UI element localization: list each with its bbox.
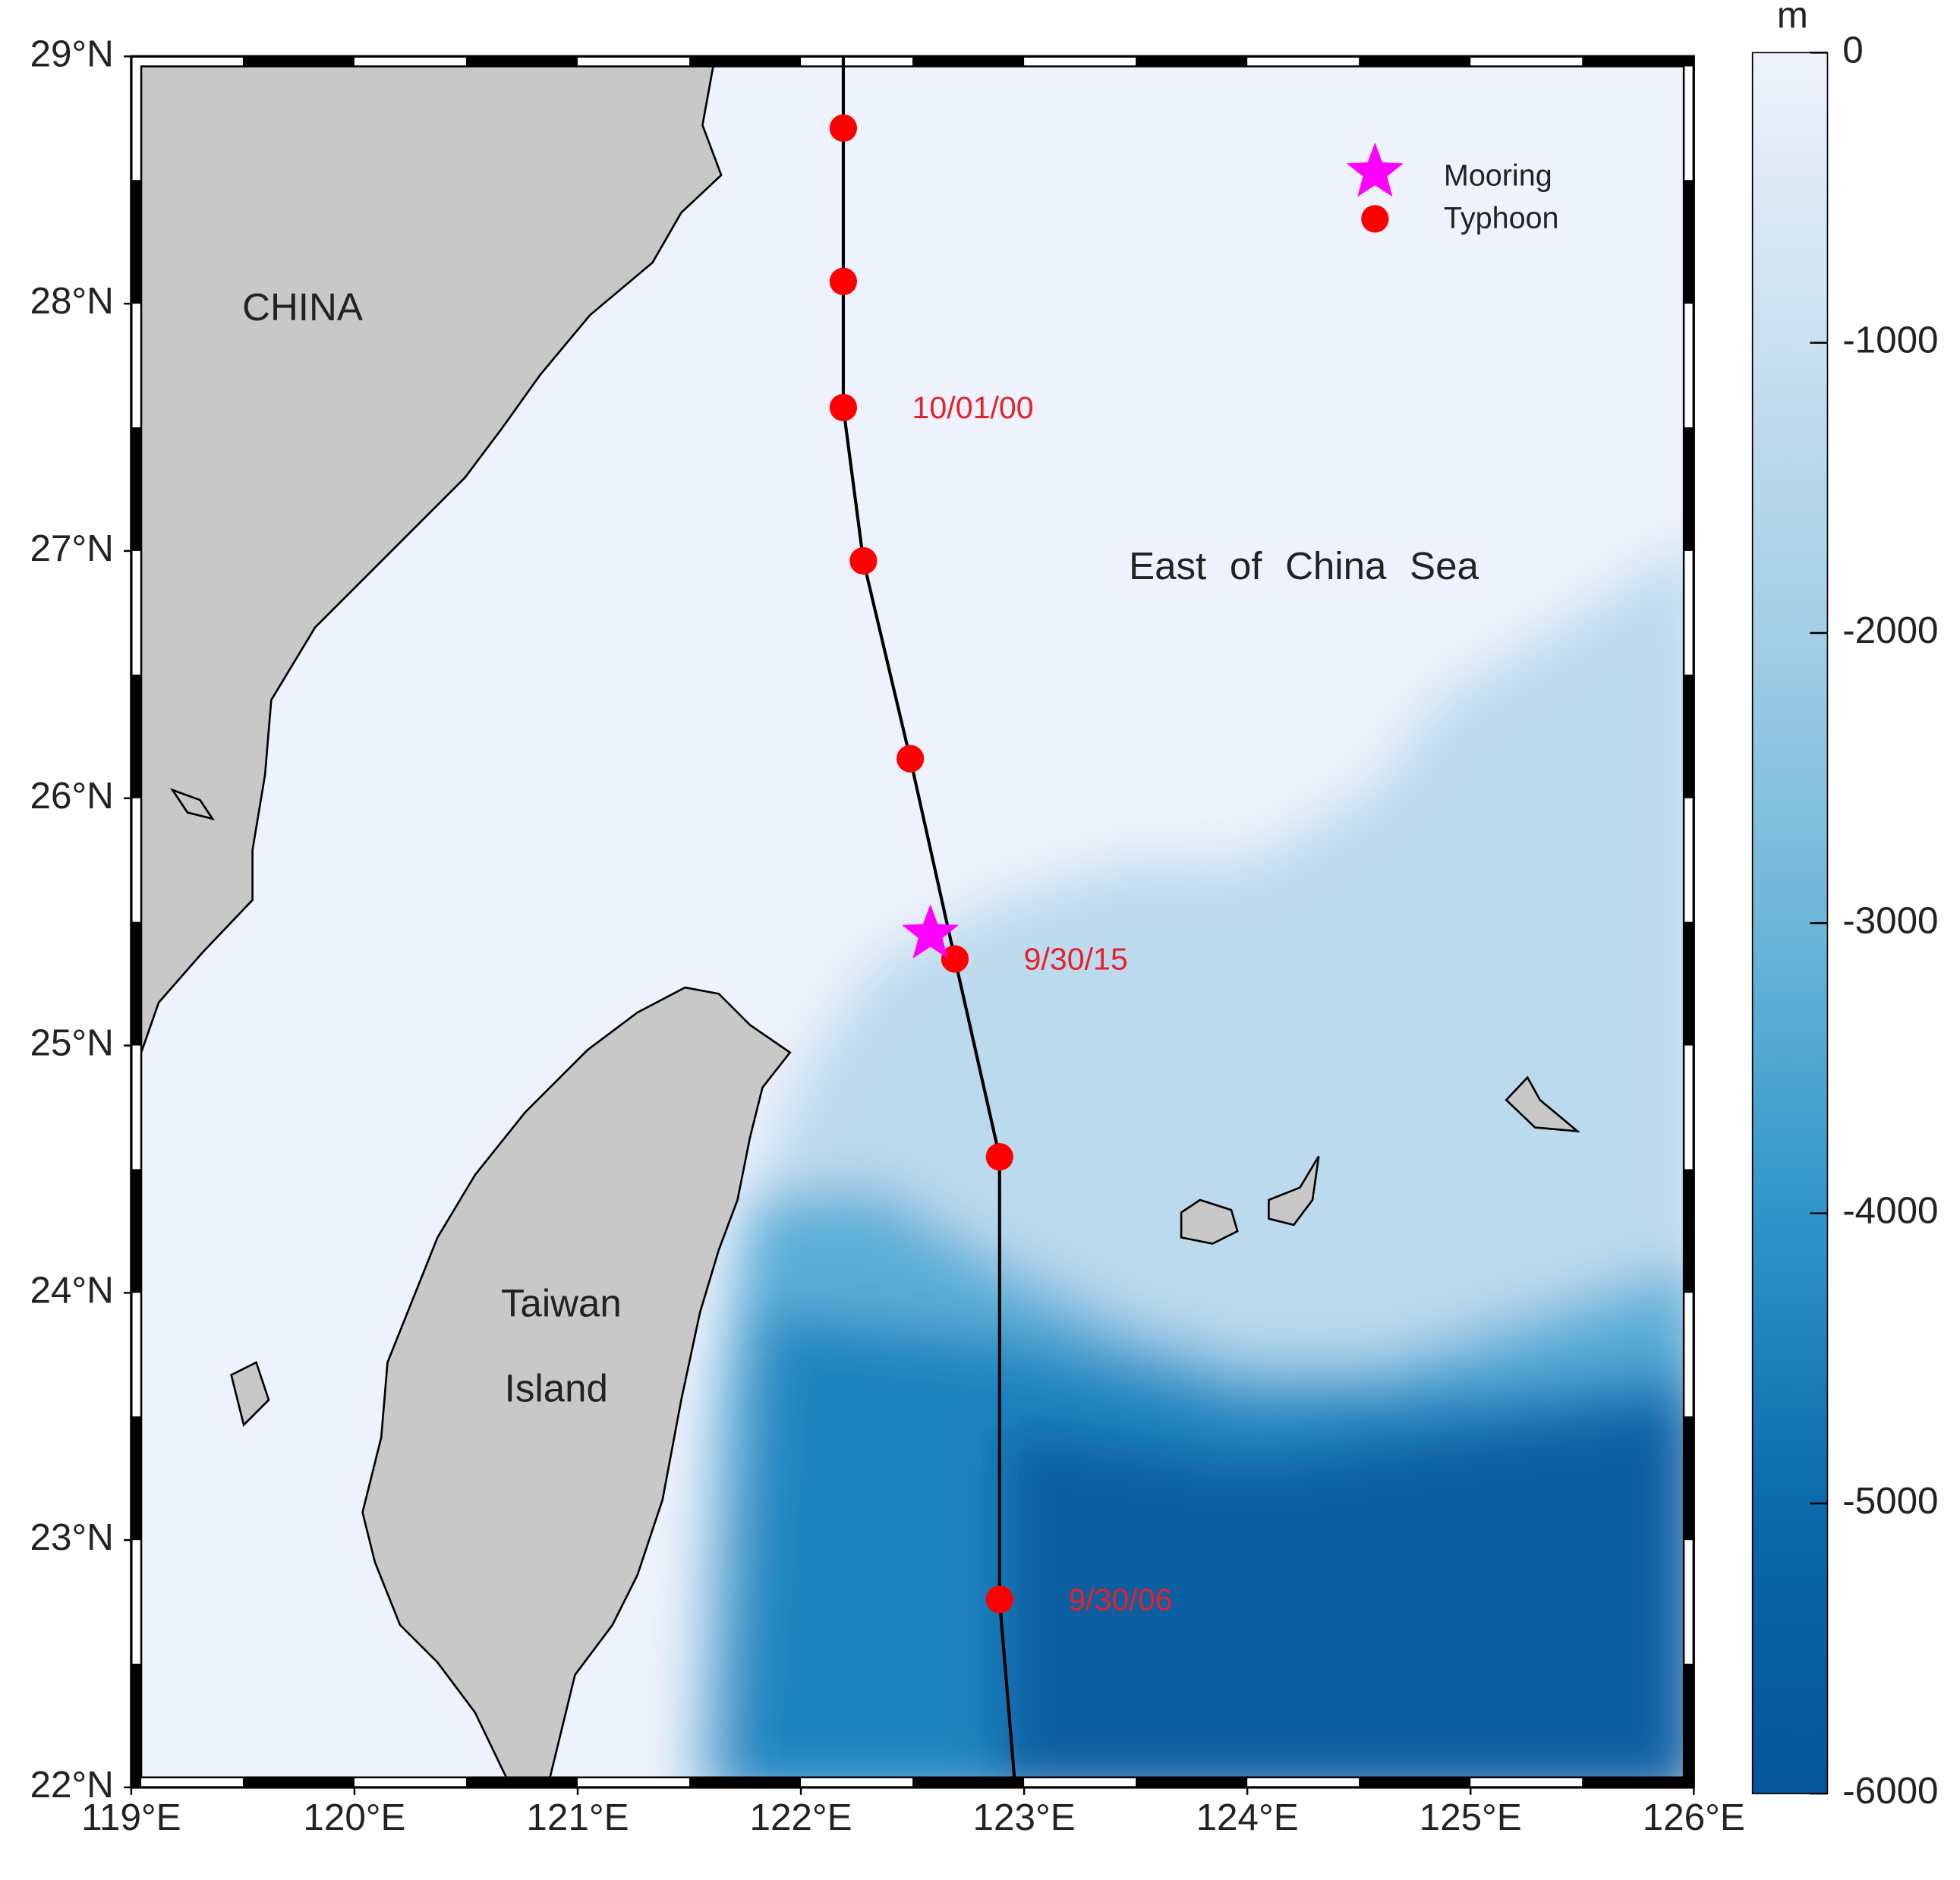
frame-segment xyxy=(1136,1777,1248,1787)
typhoon-point xyxy=(829,393,858,422)
time-label: 9/30/06 xyxy=(1068,1582,1172,1617)
frame-segment xyxy=(131,427,142,551)
typhoon-point xyxy=(985,1143,1013,1171)
mooring-marker xyxy=(902,904,960,959)
legend-label: Typhoon xyxy=(1444,201,1559,235)
frame-segment xyxy=(131,674,142,798)
place-label: Island xyxy=(505,1366,608,1409)
frame-segment xyxy=(465,1777,578,1787)
frame-segment xyxy=(1684,921,1694,1046)
y-tick-label: 27°N xyxy=(30,527,113,569)
colorbar-tick-label: 0 xyxy=(1842,29,1863,71)
frame-segment xyxy=(131,1664,142,1787)
x-tick-label: 126°E xyxy=(1643,1797,1745,1838)
frame-segment xyxy=(1359,56,1471,67)
island xyxy=(230,1361,270,1427)
x-tick-label: 122°E xyxy=(749,1797,852,1838)
taiwan-land xyxy=(361,986,792,1778)
x-tick-label: 124°E xyxy=(1196,1797,1299,1838)
place-label: East of China Sea xyxy=(1129,544,1479,587)
frame-segment xyxy=(1684,180,1694,304)
frame-segment xyxy=(1684,427,1694,551)
legend-symbol xyxy=(1346,142,1404,197)
frame-segment xyxy=(131,180,142,304)
frame-segment xyxy=(1684,674,1694,798)
colorbar-tick-label: -3000 xyxy=(1842,899,1938,941)
y-tick-label: 25°N xyxy=(30,1022,113,1064)
frame-segment xyxy=(1684,1169,1694,1293)
time-label: 9/30/15 xyxy=(1024,942,1128,977)
island xyxy=(1505,1075,1581,1133)
typhoon-point xyxy=(829,267,858,295)
frame-segment xyxy=(242,1777,355,1787)
frame-segment xyxy=(131,921,142,1046)
y-tick-label: 26°N xyxy=(30,775,113,817)
bathymetry xyxy=(141,66,1684,1778)
frame-segment xyxy=(1359,1777,1471,1787)
island xyxy=(1180,1198,1239,1245)
colorbar-unit: m xyxy=(1777,0,1808,36)
place-label: Taiwan xyxy=(501,1281,622,1324)
frame-segment xyxy=(1136,56,1248,67)
colorbar-tick-label: -4000 xyxy=(1842,1190,1938,1232)
typhoon-point xyxy=(829,114,858,142)
legend-symbol xyxy=(1361,205,1389,233)
map-frame xyxy=(130,55,1695,1789)
typhoon-point xyxy=(849,546,878,575)
island xyxy=(169,788,215,820)
colorbar-tick-label: -5000 xyxy=(1842,1480,1938,1522)
colorbar-tick-label: -2000 xyxy=(1842,609,1938,651)
y-tick-label: 22°N xyxy=(30,1764,113,1806)
frame-segment xyxy=(1684,1664,1694,1787)
x-tick-label: 123°E xyxy=(973,1797,1076,1838)
place-label: CHINA xyxy=(242,285,363,329)
frame-segment xyxy=(1582,1777,1694,1787)
legend-label: Mooring xyxy=(1444,159,1552,192)
deepest xyxy=(1000,1402,1684,1778)
china-land xyxy=(141,66,723,1054)
island xyxy=(1268,1155,1320,1227)
frame-segment xyxy=(912,1777,1025,1787)
typhoon-point xyxy=(941,945,969,973)
frame-segment xyxy=(131,1416,142,1541)
frame-segment xyxy=(242,56,355,67)
colorbar-tick-label: -6000 xyxy=(1842,1770,1938,1812)
frame-segment xyxy=(1684,1416,1694,1541)
y-tick-label: 23°N xyxy=(30,1516,113,1558)
y-tick-label: 29°N xyxy=(30,33,113,74)
x-tick-label: 119°E xyxy=(81,1797,181,1838)
frame-segment xyxy=(689,1777,802,1787)
frame-segment xyxy=(1582,56,1694,67)
typhoon-track xyxy=(841,56,1017,1788)
y-tick-label: 24°N xyxy=(30,1269,113,1311)
y-tick-label: 28°N xyxy=(30,280,113,322)
frame-segment xyxy=(689,56,802,67)
frame-segment xyxy=(465,56,578,67)
time-label: 10/01/00 xyxy=(912,390,1033,425)
colorbar-tick-label: -1000 xyxy=(1842,320,1938,361)
x-tick-label: 121°E xyxy=(526,1797,629,1838)
frame-segment xyxy=(131,1169,142,1293)
typhoon-point xyxy=(896,745,925,773)
x-tick-label: 125°E xyxy=(1420,1797,1522,1838)
frame-segment xyxy=(912,56,1025,67)
typhoon-point xyxy=(985,1586,1013,1614)
x-tick-label: 120°E xyxy=(303,1797,405,1838)
